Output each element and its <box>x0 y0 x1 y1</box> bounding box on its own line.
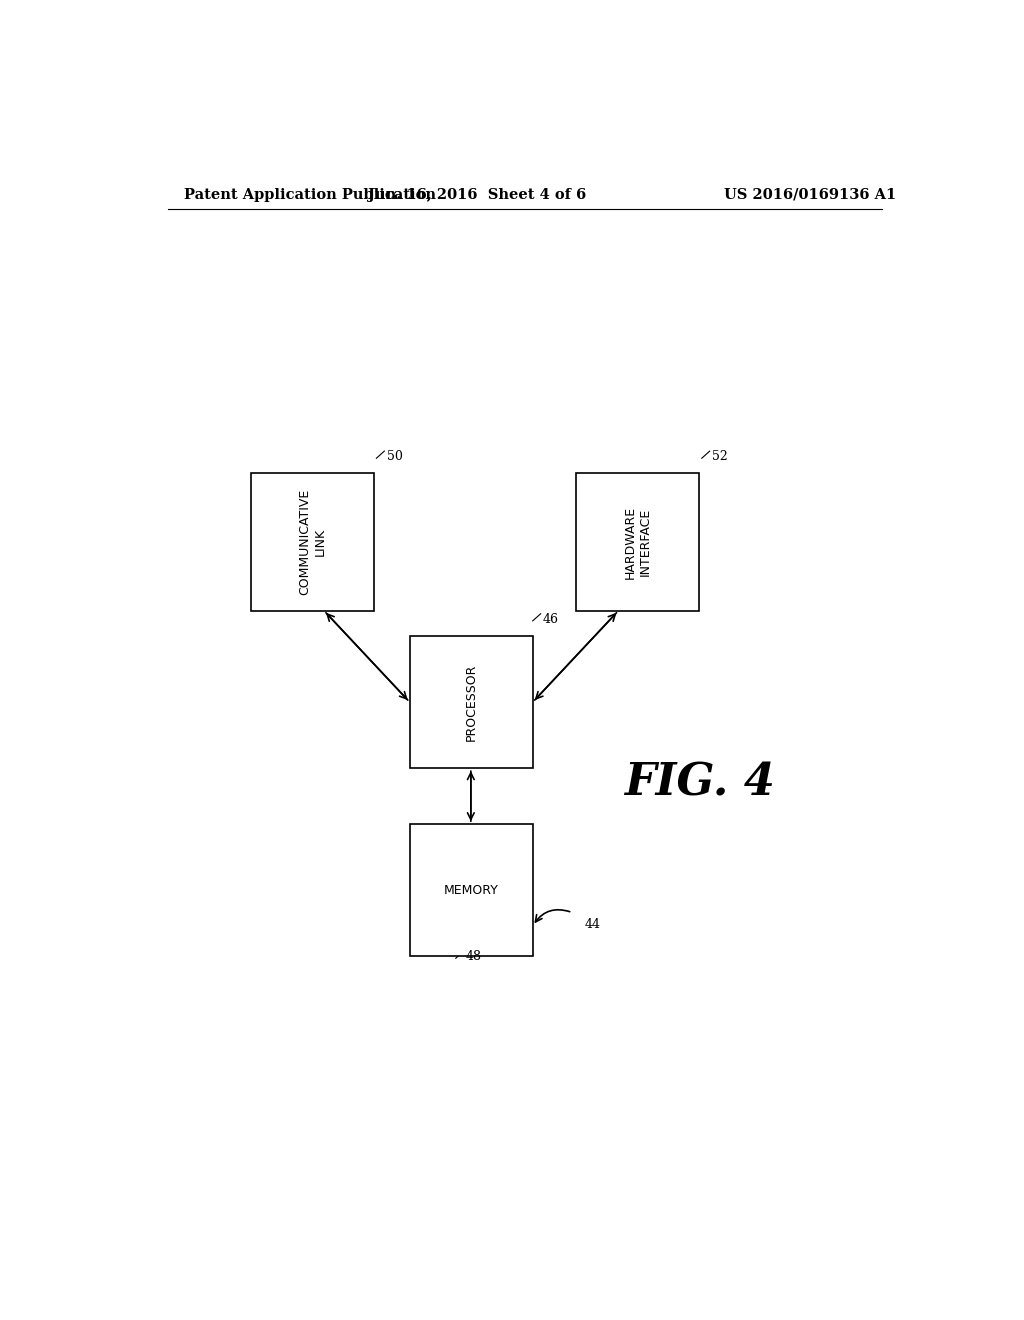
Text: 52: 52 <box>712 450 728 463</box>
Bar <box>410 824 532 956</box>
Text: 46: 46 <box>543 612 559 626</box>
Text: MEMORY: MEMORY <box>443 883 499 896</box>
Text: HARDWARE
INTERFACE: HARDWARE INTERFACE <box>624 506 652 578</box>
Text: Jun. 16, 2016  Sheet 4 of 6: Jun. 16, 2016 Sheet 4 of 6 <box>368 187 587 202</box>
Text: PROCESSOR: PROCESSOR <box>465 664 478 741</box>
Text: US 2016/0169136 A1: US 2016/0169136 A1 <box>724 187 897 202</box>
Text: 48: 48 <box>466 950 482 964</box>
Bar <box>251 474 374 611</box>
Text: Patent Application Publication: Patent Application Publication <box>183 187 435 202</box>
Text: 44: 44 <box>585 917 600 931</box>
Text: 50: 50 <box>387 450 402 463</box>
Bar <box>410 636 532 768</box>
Text: COMMUNICATIVE
LINK: COMMUNICATIVE LINK <box>299 488 327 595</box>
Text: FIG. 4: FIG. 4 <box>624 762 775 805</box>
Bar <box>577 474 699 611</box>
